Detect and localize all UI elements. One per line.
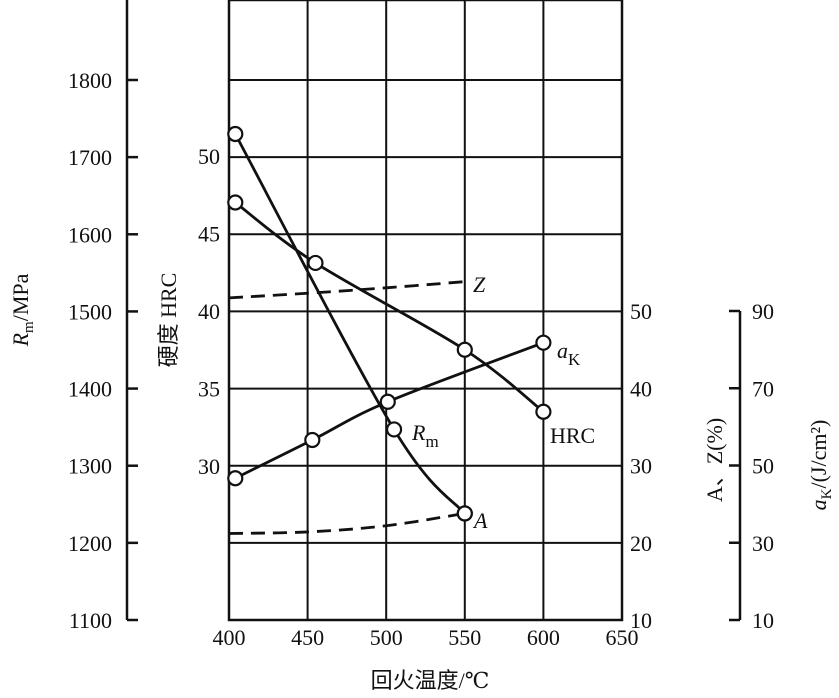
series-ak-point xyxy=(379,393,396,410)
x-tick-label: 650 xyxy=(606,625,639,650)
series-rm-point xyxy=(227,125,244,143)
grid xyxy=(227,0,624,622)
rm-axis-label: Rm/MPa xyxy=(8,273,37,347)
series-hrc-point xyxy=(456,341,473,358)
series-rm-line xyxy=(234,133,466,515)
series-hrc-point xyxy=(535,403,552,420)
x-axis-label: 回火温度/℃ xyxy=(371,668,490,693)
rm-tick-label: 1400 xyxy=(68,377,112,402)
series-hrc-point xyxy=(227,194,244,211)
x-tick-label: 500 xyxy=(370,625,403,650)
az-tick-label: 50 xyxy=(630,299,652,324)
series-ak-line xyxy=(234,341,544,480)
series-ak-point xyxy=(227,470,244,487)
series-hrc-line xyxy=(234,201,545,413)
series-a-line xyxy=(228,512,466,535)
rm-tick-label: 1800 xyxy=(68,68,112,93)
plot-frame xyxy=(227,0,624,622)
rm-tick-label: 1300 xyxy=(68,454,112,479)
az-axis-label: A、Z(%) xyxy=(702,418,727,502)
series-ak-label: aK xyxy=(557,338,581,369)
ak-tick-label: 90 xyxy=(752,299,774,324)
ak-tick-label: 70 xyxy=(752,376,774,401)
ak-tick-label: 50 xyxy=(752,454,774,479)
hrc-tick-label: 45 xyxy=(198,222,220,247)
series-rm-point xyxy=(385,421,403,438)
series-ak-point xyxy=(304,431,321,449)
az-tick-label: 20 xyxy=(630,531,652,556)
hrc-tick-label: 30 xyxy=(198,454,220,479)
series-z-line xyxy=(228,280,465,300)
series-hrc-point xyxy=(307,254,324,272)
rm-tick-label: 1200 xyxy=(68,531,112,556)
ak-tick-label: 10 xyxy=(752,608,774,633)
rm-tick-label: 1600 xyxy=(68,222,112,247)
series-ak-point xyxy=(535,334,552,351)
series-a-label: A xyxy=(472,508,488,533)
az-tick-label: 40 xyxy=(630,376,652,401)
x-tick-label: 450 xyxy=(291,625,324,650)
curves: Rm HRC aK Z A xyxy=(227,125,595,535)
hrc-tick-label: 35 xyxy=(198,377,220,402)
series-z-label: Z xyxy=(473,272,486,297)
ak-axis-label: aK/(J/cm²) xyxy=(806,420,835,511)
hrc-axis-label: 硬度 HRC xyxy=(156,273,181,368)
x-tick-label: 400 xyxy=(213,625,246,650)
series-hrc-label: HRC xyxy=(550,423,595,448)
series-a-point xyxy=(456,505,473,522)
series-rm-label: Rm xyxy=(411,420,439,451)
ak-tick-label: 30 xyxy=(752,531,774,556)
az-tick-label: 30 xyxy=(630,454,652,479)
az-tick-label: 10 xyxy=(630,608,652,633)
x-tick-label: 550 xyxy=(448,625,481,650)
rm-tick-label: 1100 xyxy=(69,608,112,633)
hrc-tick-label: 40 xyxy=(198,299,220,324)
rm-tick-label: 1500 xyxy=(68,299,112,324)
hrc-tick-label: 50 xyxy=(198,144,220,169)
axes: 400 450 500 550 600 650 1100 1200 1300 1400 1500 16… xyxy=(68,0,774,650)
rm-tick-label: 1700 xyxy=(68,145,112,170)
x-tick-label: 600 xyxy=(527,625,560,650)
